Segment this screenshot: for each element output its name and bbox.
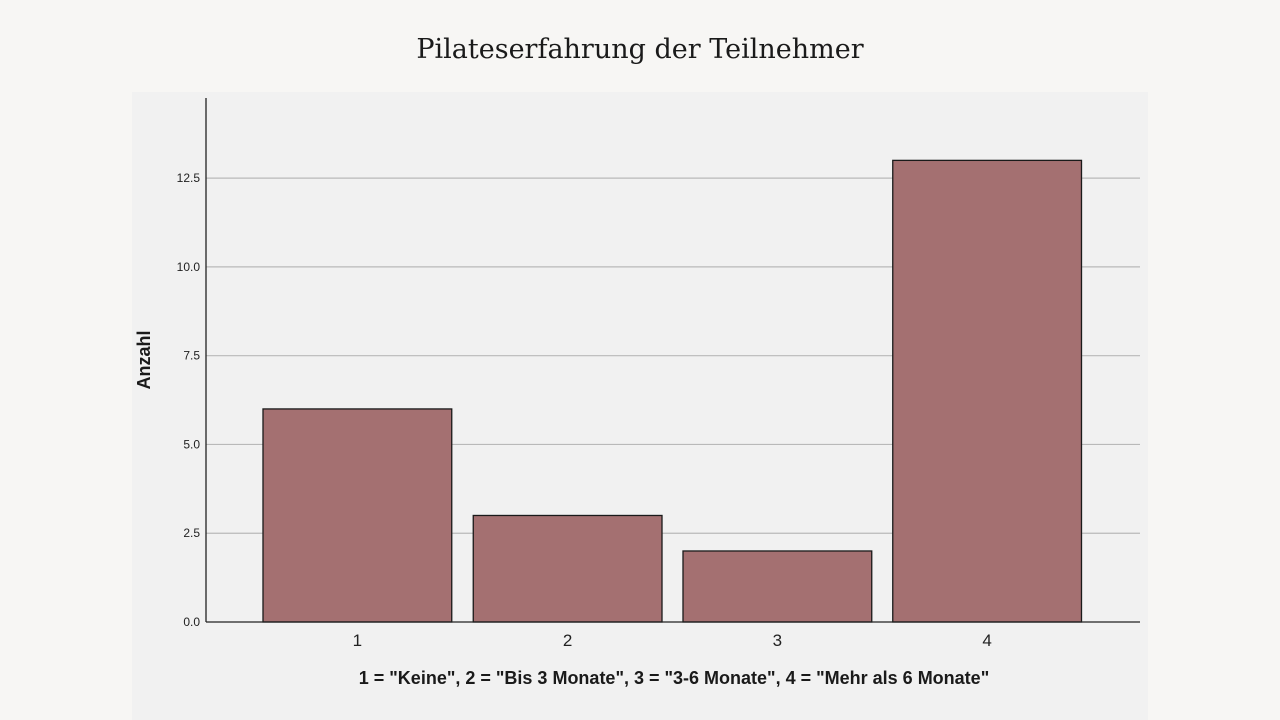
bar bbox=[262, 408, 453, 623]
y-tick-label: 7.5 bbox=[183, 349, 200, 363]
y-axis-title: Anzahl bbox=[134, 330, 154, 389]
bar-chart: 0.0 2.5 5.0 7.5 10.0 12.5 1 2 3 4 1 = "Keine", 2… bbox=[134, 98, 1140, 688]
page-title: Pilateserfahrung der Teilnehmer bbox=[416, 34, 864, 65]
x-tick-label: 3 bbox=[773, 631, 782, 650]
y-tick-label: 10.0 bbox=[177, 260, 201, 274]
y-tick-label: 5.0 bbox=[183, 437, 200, 451]
x-tick-label: 4 bbox=[982, 631, 991, 650]
x-axis-title: 1 = "Keine", 2 = "Bis 3 Monate", 3 = "3-… bbox=[359, 668, 989, 688]
x-tick-labels: 1 2 3 4 bbox=[353, 631, 992, 650]
bar bbox=[682, 550, 873, 623]
x-tick-label: 2 bbox=[563, 631, 572, 650]
x-tick-label: 1 bbox=[353, 631, 362, 650]
axes bbox=[205, 98, 1140, 623]
bars bbox=[262, 159, 1083, 623]
y-tick-label: 12.5 bbox=[177, 171, 201, 185]
y-tick-label: 0.0 bbox=[183, 615, 200, 629]
bar bbox=[472, 514, 663, 623]
y-tick-label: 2.5 bbox=[183, 526, 200, 540]
bar bbox=[892, 159, 1083, 623]
y-tick-labels: 0.0 2.5 5.0 7.5 10.0 12.5 bbox=[177, 171, 201, 629]
chart-panel: 0.0 2.5 5.0 7.5 10.0 12.5 1 2 3 4 1 = "Keine", 2… bbox=[132, 92, 1148, 720]
